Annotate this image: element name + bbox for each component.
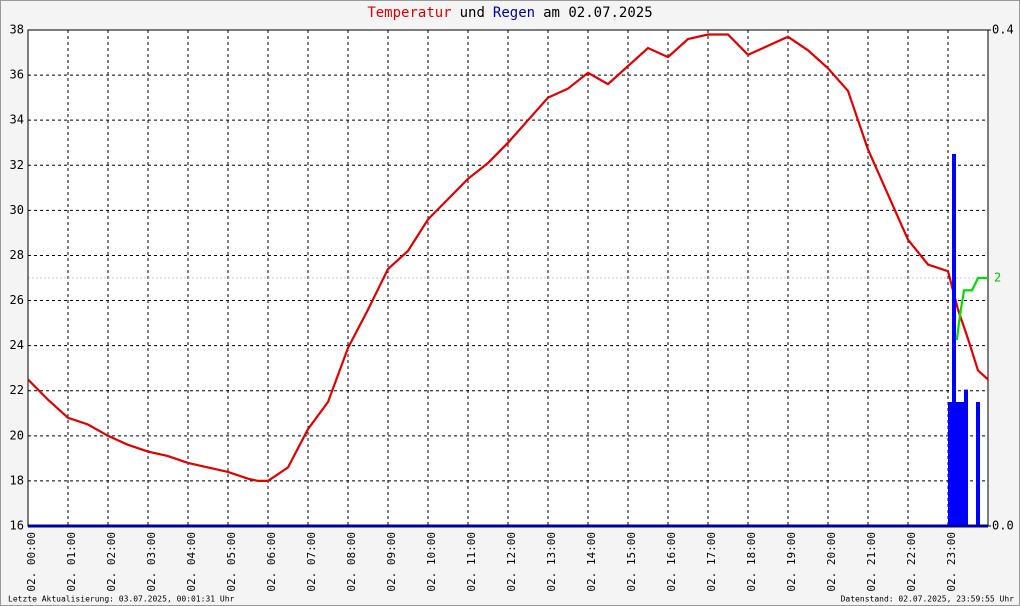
x-tick-label: 02. 07:00: [305, 532, 318, 592]
rain-bar: [960, 402, 964, 526]
x-tick-label: 02. 23:00: [945, 532, 958, 592]
y2-tick-label: 0.4: [992, 23, 1014, 37]
y-tick-label: 22: [10, 383, 24, 397]
x-tick-label: 02. 09:00: [385, 532, 398, 592]
x-tick-label: 02. 16:00: [665, 532, 678, 592]
x-tick-label: 02. 02:00: [105, 532, 118, 592]
x-tick-label: 02. 01:00: [65, 532, 78, 592]
rain-bar: [976, 402, 980, 526]
x-tick-label: 02. 18:00: [745, 532, 758, 592]
x-tick-label: 02. 03:00: [145, 532, 158, 592]
y-tick-label: 20: [10, 428, 24, 442]
y-tick-label: 30: [10, 203, 24, 217]
x-tick-label: 02. 17:00: [705, 532, 718, 592]
title-part: Temperatur: [367, 5, 451, 21]
x-tick-label: 02. 08:00: [345, 532, 358, 592]
y-tick-label: 18: [10, 473, 24, 487]
x-tick-label: 02. 13:00: [545, 532, 558, 592]
x-tick-label: 02. 22:00: [905, 532, 918, 592]
x-tick-label: 02. 20:00: [825, 532, 838, 592]
y2-tick-label: 0.0: [992, 519, 1014, 533]
y-tick-label: 34: [10, 113, 24, 127]
x-tick-label: 02. 10:00: [425, 532, 438, 592]
y-tick-label: 32: [10, 158, 24, 172]
x-tick-label: 02. 06:00: [265, 532, 278, 592]
x-tick-label: 02. 12:00: [505, 532, 518, 592]
x-tick-label: 02. 21:00: [865, 532, 878, 592]
rain-bar: [956, 402, 960, 526]
x-tick-label: 02. 11:00: [465, 532, 478, 592]
y-tick-label: 38: [10, 23, 24, 37]
rain-bar: [952, 154, 956, 526]
x-tick-label: 02. 15:00: [625, 532, 638, 592]
chart-title: Temperatur und Regen am 02.07.2025: [367, 5, 652, 21]
series-line: [955, 276, 988, 341]
y-tick-label: 16: [10, 519, 24, 533]
y-tick-label: 28: [10, 248, 24, 262]
rain-bar: [964, 389, 968, 526]
rain-bar: [948, 402, 952, 526]
x-tick-label: 02. 00:00: [25, 532, 38, 592]
title-part: Regen: [493, 5, 535, 21]
x-tick-label: 02. 19:00: [785, 532, 798, 592]
x-tick-label: 02. 05:00: [225, 532, 238, 592]
x-tick-label: 02. 04:00: [185, 532, 198, 592]
footer-left: Letzte Aktualisierung: 03.07.2025, 00:01…: [8, 595, 235, 604]
title-part: und: [460, 5, 485, 21]
series-line: [27, 33, 989, 482]
y-tick-label: 24: [10, 338, 24, 352]
y-tick-label: 36: [10, 68, 24, 82]
title-part: am 02.07.2025: [543, 5, 653, 21]
annotation: 2: [994, 271, 1001, 285]
x-tick-label: 02. 14:00: [585, 532, 598, 592]
y-tick-label: 26: [10, 293, 24, 307]
footer-right: Datenstand: 02.07.2025, 23:59:55 Uhr: [841, 595, 1015, 604]
